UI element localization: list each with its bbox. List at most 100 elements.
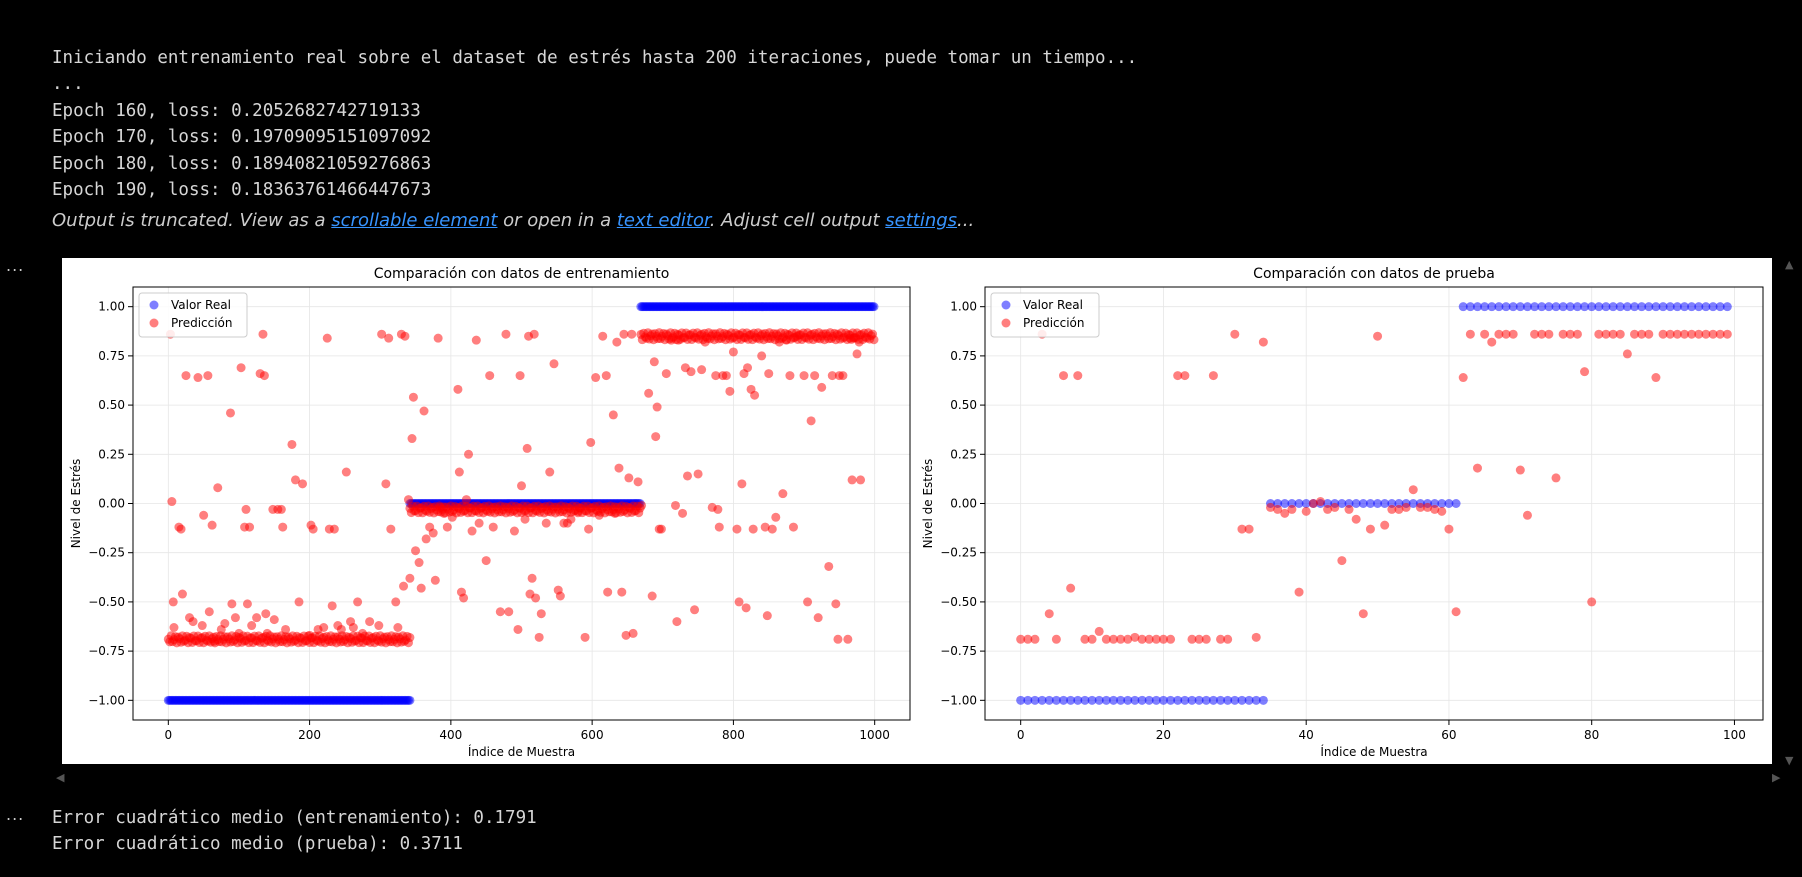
output-line: Epoch 180, loss: 0.18940821059276863 [52, 153, 432, 174]
prediction-point [1572, 329, 1582, 339]
real-point [869, 302, 879, 312]
prediction-point [1708, 329, 1718, 339]
y-tick-label: −0.75 [940, 644, 977, 658]
prediction-point [209, 636, 219, 646]
prediction-point [485, 371, 495, 381]
prediction-point [225, 408, 235, 418]
series-prediccion [163, 328, 879, 648]
prediction-point [242, 599, 252, 609]
output-actions-button-2[interactable]: ... [6, 805, 25, 824]
prediction-point [1522, 510, 1532, 520]
prediction-point [1365, 524, 1375, 534]
prediction-point [1280, 508, 1290, 518]
prediction-point [1101, 634, 1111, 644]
real-point [1694, 302, 1704, 312]
real-point [1244, 695, 1254, 705]
prediction-point [831, 599, 841, 609]
scroll-right-arrow[interactable]: ▶ [1772, 771, 1781, 784]
prediction-point [651, 432, 661, 442]
prediction-point [856, 475, 866, 485]
prediction-point [656, 524, 666, 534]
output-actions-button[interactable]: ... [6, 256, 25, 275]
prediction-point [603, 587, 613, 597]
prediction-point [670, 500, 680, 510]
prediction-point [666, 335, 676, 345]
chart-title: Comparación con datos de prueba [1253, 266, 1495, 282]
prediction-point [833, 634, 843, 644]
prediction-point [1237, 524, 1247, 534]
prediction-point [1137, 634, 1147, 644]
chart-test: 0 20 40 60 80 100 −1.00 −0.75 −0.50 −0.25 0.00 0.25… [921, 266, 1764, 759]
truncated-prefix: Output is truncated. View as a [52, 210, 332, 231]
prediction-point [421, 534, 431, 544]
scroll-down-arrow[interactable]: ▼ [1785, 754, 1794, 767]
real-point [1066, 695, 1076, 705]
real-point [1151, 695, 1161, 705]
prediction-point [1715, 329, 1725, 339]
real-point [1059, 695, 1069, 705]
truncated-mid: or open in a [497, 210, 617, 231]
prediction-point [374, 621, 384, 631]
prediction-point [760, 522, 770, 532]
prediction-point [252, 613, 262, 623]
prediction-point [230, 613, 240, 623]
prediction-point [601, 371, 611, 381]
legend-box [990, 292, 1100, 338]
prediction-point [504, 607, 514, 617]
prediction-point [1687, 329, 1697, 339]
prediction-point [322, 333, 332, 343]
prediction-point [377, 329, 387, 339]
prediction-point [386, 524, 396, 534]
prediction-point [672, 617, 682, 627]
real-point [1051, 695, 1061, 705]
prediction-point [1358, 609, 1368, 619]
prediction-point [661, 369, 671, 379]
real-point [1565, 302, 1575, 312]
prediction-point [220, 619, 230, 629]
real-point [1672, 302, 1682, 312]
x-tick-label: 80 [1584, 728, 1599, 742]
prediction-point [591, 373, 601, 383]
prediction-point [673, 335, 683, 345]
settings-link[interactable]: settings [885, 210, 958, 231]
prediction-point [1515, 465, 1525, 475]
prediction-point [803, 597, 813, 607]
prediction-point [520, 514, 530, 524]
figure-canvas: 0 200 400 600 800 1000−1.00−0.75−0.50−0.250.0… [69, 266, 1764, 759]
prediction-point [1051, 634, 1061, 644]
prediction-point [1494, 329, 1504, 339]
real-point [1458, 302, 1468, 312]
prediction-point [566, 514, 576, 524]
real-point [1630, 302, 1640, 312]
prediction-point [329, 524, 339, 534]
prediction-point [1601, 329, 1611, 339]
prediction-point [838, 371, 848, 381]
scroll-left-arrow[interactable]: ◀ [56, 771, 65, 784]
prediction-point [1323, 504, 1333, 514]
real-point [1530, 302, 1540, 312]
prediction-point [259, 371, 269, 381]
prediction-point [365, 617, 375, 627]
prediction-point [1016, 634, 1026, 644]
real-point [1608, 302, 1618, 312]
prediction-point [204, 607, 214, 617]
x-axis-label: Índice de Muestra [468, 744, 575, 759]
scrollable-element-link[interactable]: scrollable element [331, 210, 498, 231]
scroll-up-arrow[interactable]: ▲ [1785, 258, 1794, 271]
real-point [1587, 302, 1597, 312]
prediction-point [1123, 634, 1133, 644]
prediction-point [176, 524, 186, 534]
prediction-point [1180, 371, 1190, 381]
prediction-point [748, 524, 758, 534]
real-point [1487, 302, 1497, 312]
real-point [1094, 695, 1104, 705]
prediction-point [806, 416, 816, 426]
training-output: Iniciando entrenamiento real sobre el da… [52, 45, 1137, 203]
legend-label-real: Valor Real [171, 298, 231, 312]
text-editor-link[interactable]: text editor [616, 210, 710, 231]
prediction-point [545, 467, 555, 477]
real-point [1230, 695, 1240, 705]
prediction-point [1587, 597, 1597, 607]
prediction-point [199, 510, 209, 520]
prediction-point [411, 546, 421, 556]
